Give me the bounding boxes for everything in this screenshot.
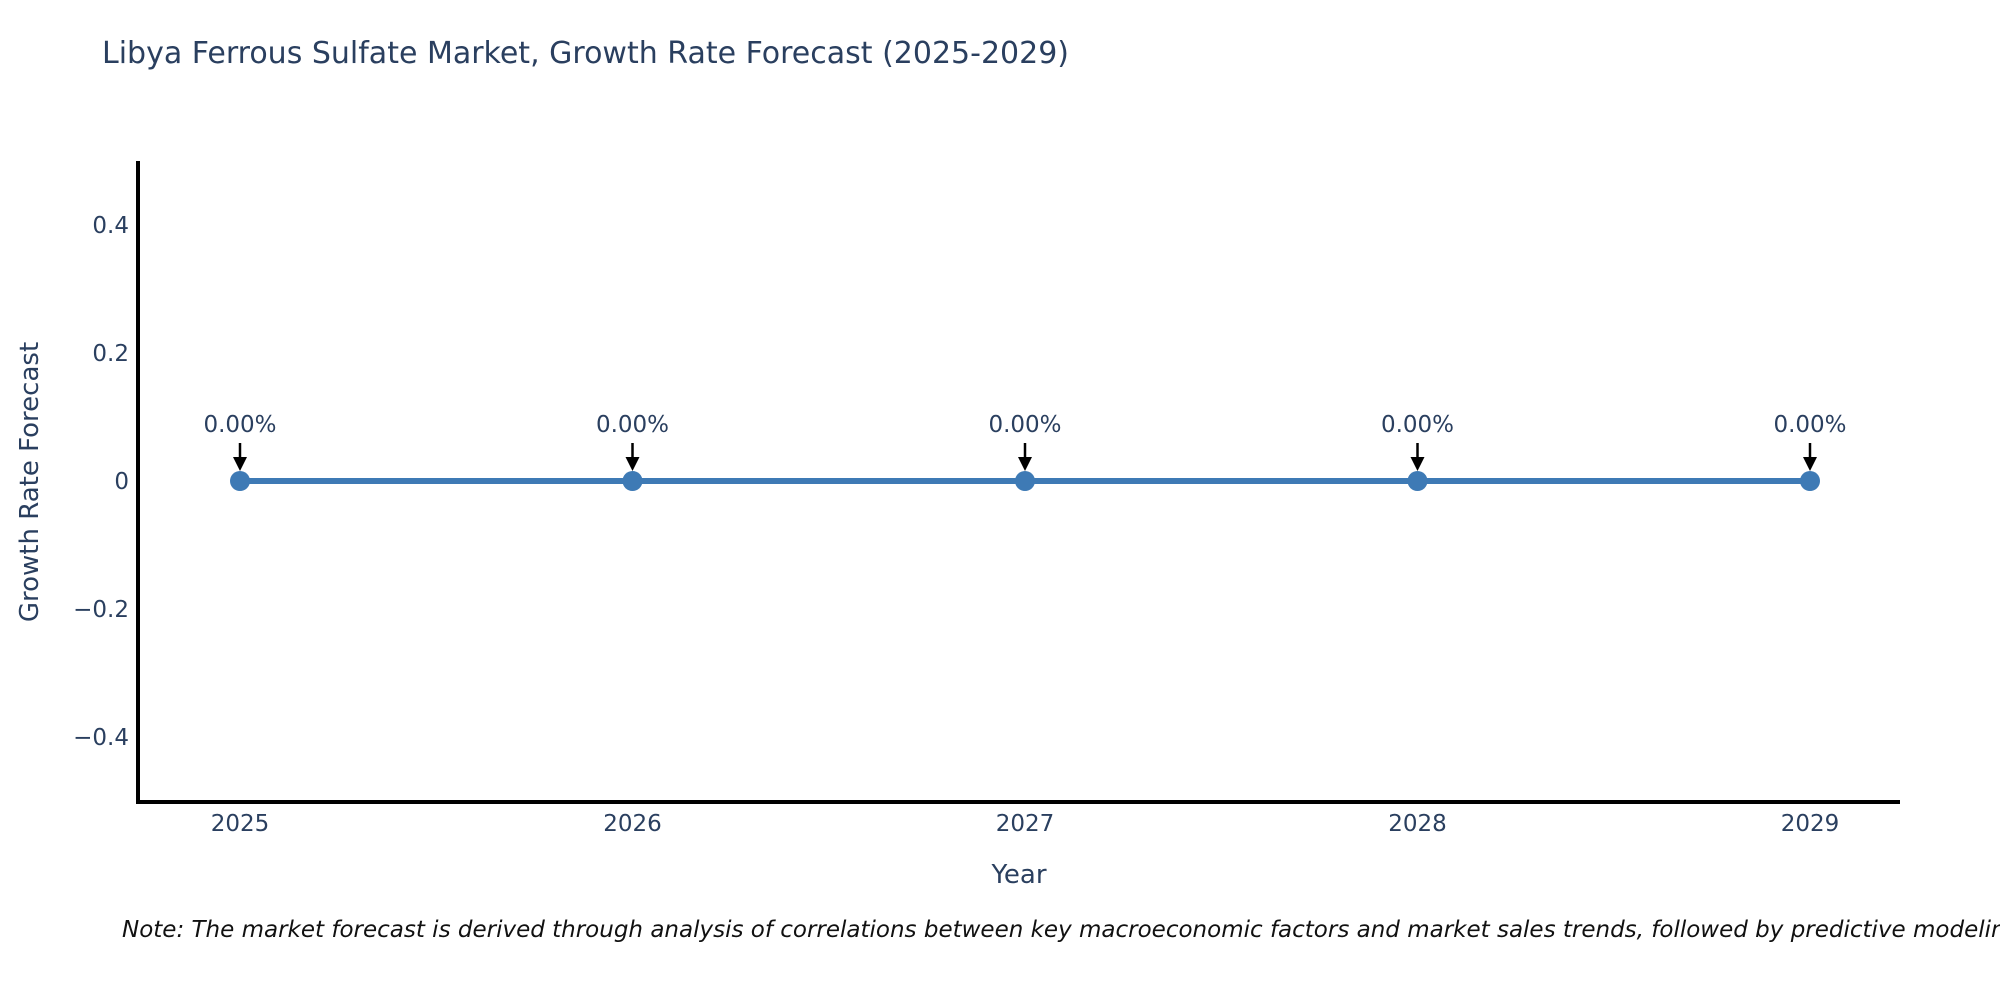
- y-tick-label: −0.4: [73, 725, 129, 751]
- footnote: Note: The market forecast is derived thr…: [122, 917, 2000, 943]
- annotation-arrow-head: [1018, 457, 1032, 471]
- y-tick-label: 0: [114, 469, 129, 495]
- data-point-marker: [622, 471, 643, 491]
- y-axis-title: Growth Rate Forecast: [15, 341, 45, 623]
- point-annotation-label: 0.00%: [1773, 412, 1846, 438]
- x-tick-label: 2026: [603, 811, 662, 837]
- point-annotation-label: 0.00%: [1381, 412, 1454, 438]
- point-annotation-label: 0.00%: [988, 412, 1061, 438]
- x-tick-label: 2027: [996, 811, 1055, 837]
- data-point-marker: [1015, 471, 1035, 491]
- point-annotation-label: 0.00%: [596, 412, 669, 438]
- y-tick-label: −0.2: [73, 597, 129, 623]
- annotation-arrow-head: [1410, 457, 1425, 471]
- chart-title: Libya Ferrous Sulfate Market, Growth Rat…: [102, 36, 1070, 71]
- data-point-marker: [1800, 471, 1820, 491]
- data-point-marker: [230, 471, 250, 491]
- data-point-marker: [1407, 471, 1428, 491]
- point-annotation-label: 0.00%: [203, 412, 276, 438]
- x-tick-label: 2025: [211, 811, 270, 837]
- annotation-arrow-head: [1803, 457, 1817, 471]
- y-tick-label: 0.2: [92, 341, 129, 367]
- y-tick-label: 0.4: [92, 213, 129, 239]
- x-axis-title: Year: [991, 860, 1047, 890]
- x-tick-label: 2028: [1388, 811, 1447, 837]
- x-tick-label: 2029: [1781, 811, 1840, 837]
- annotation-arrow-head: [625, 457, 640, 471]
- annotation-arrow-head: [233, 457, 247, 471]
